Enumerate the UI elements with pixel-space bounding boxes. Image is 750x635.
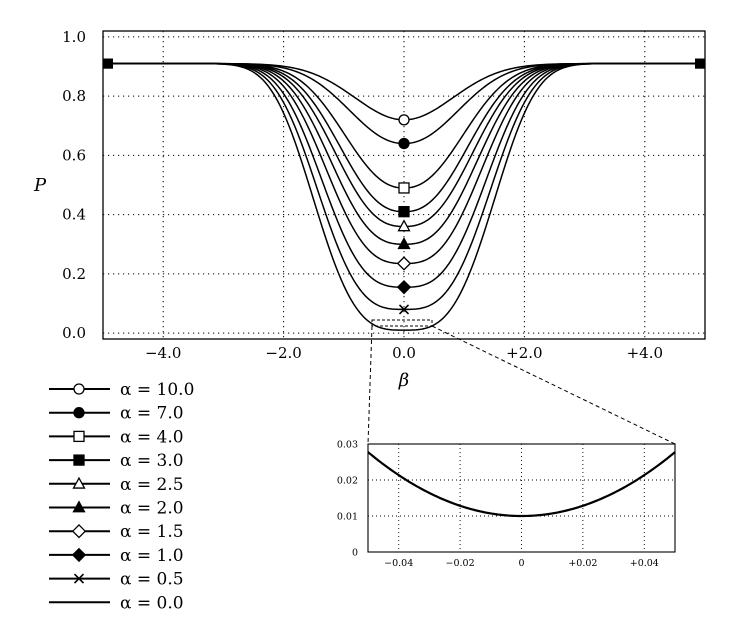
legend-label: α = 0.0 (120, 593, 184, 613)
legend-marker (71, 547, 87, 563)
x-tick-label: 0.0 (392, 344, 416, 362)
inset-y-tick-label: 0.03 (337, 440, 358, 451)
legend-entry: α = 7.0 (49, 404, 184, 424)
legend-marker (73, 454, 85, 466)
data-point-marker (398, 304, 410, 315)
series-line (103, 62, 705, 189)
y-tick-label: 0.2 (62, 265, 86, 283)
legend-entry: α = 4.0 (49, 427, 184, 447)
y-tick-label: 0.4 (62, 206, 86, 224)
legend-marker (72, 500, 86, 513)
data-point-marker (397, 219, 411, 232)
x-axis-label: β (398, 370, 409, 391)
inset-x-tick-label: −0.04 (384, 558, 413, 569)
zoom-connector-line (431, 325, 676, 445)
legend-label: α = 10.0 (120, 380, 194, 400)
legend-entry: α = 0.0 (49, 593, 184, 613)
legend-label: α = 4.0 (120, 427, 184, 447)
legend-marker (73, 383, 85, 395)
y-axis-label: P (33, 175, 47, 196)
legend-marker (72, 476, 86, 489)
legend-entry: α = 3.0 (49, 451, 184, 471)
series-line (103, 62, 705, 331)
inset-x-tick-label: −0.02 (446, 558, 475, 569)
inset-y-tick-label: 0 (352, 548, 358, 559)
inset-y-tick-label: 0.02 (337, 476, 358, 487)
data-point-marker (396, 256, 412, 271)
x-tick-label: −2.0 (265, 344, 301, 362)
data-point-marker (398, 137, 410, 150)
legend-label: α = 2.0 (120, 499, 184, 519)
legend: α = 10.0 α = 7.0 α = 4.0 α = 3.0 α = 2.5 α = … (49, 380, 194, 613)
y-tick-label: 0.0 (62, 324, 86, 342)
inset-y-tick-label: 0.01 (337, 512, 358, 523)
zoom-connector-line (367, 325, 373, 445)
zoom-region-box (371, 319, 433, 327)
inset-plot: −0.04 −0.02 0 +0.02 +0.04 0 0.01 0.02 0.03 (337, 325, 676, 569)
series-line (103, 62, 705, 265)
legend-label: α = 7.0 (120, 404, 184, 424)
legend-label: α = 3.0 (120, 451, 184, 471)
inset-background (368, 444, 675, 552)
data-point-marker (398, 206, 410, 218)
x-tick-label: +2.0 (506, 344, 542, 362)
inset-frame (367, 443, 676, 553)
legend-entry: α = 2.5 (49, 475, 184, 495)
main-plot: −4.0 −2.0 0.0 +2.0 +4.0 0.0 0.2 0.4 0.6 0.8 1.0 Pβ (33, 28, 706, 391)
data-point-marker (397, 237, 411, 250)
y-tick-label: 0.6 (62, 146, 86, 164)
plot-frame (102, 30, 706, 340)
x-tick-label: +4.0 (627, 344, 663, 362)
legend-marker (73, 430, 85, 443)
inset-x-tick-label: +0.04 (630, 558, 659, 569)
y-tick-label: 0.8 (62, 87, 86, 105)
legend-label: α = 2.5 (120, 475, 184, 495)
data-point-marker (398, 114, 410, 126)
legend-entry: α = 10.0 (49, 380, 194, 400)
data-point-marker (396, 280, 412, 295)
inset-x-tick-label: +0.02 (568, 558, 597, 569)
y-tick-label: 1.0 (62, 28, 86, 46)
x-tick-label: −4.0 (145, 344, 181, 362)
legend-label: α = 1.0 (120, 546, 184, 566)
legend-entry: α = 1.0 (49, 546, 184, 566)
legend-entry: α = 2.0 (49, 499, 184, 519)
legend-label: α = 0.5 (120, 570, 184, 590)
legend-marker (73, 407, 85, 419)
inset-series-line (367, 451, 676, 518)
legend-marker (73, 573, 85, 584)
data-point-marker (398, 182, 410, 194)
legend-label: α = 1.5 (120, 522, 184, 542)
legend-marker (71, 524, 87, 539)
legend-entry: α = 1.5 (49, 522, 184, 542)
legend-entry: α = 0.5 (49, 570, 184, 590)
inset-x-tick-label: 0 (518, 558, 524, 569)
